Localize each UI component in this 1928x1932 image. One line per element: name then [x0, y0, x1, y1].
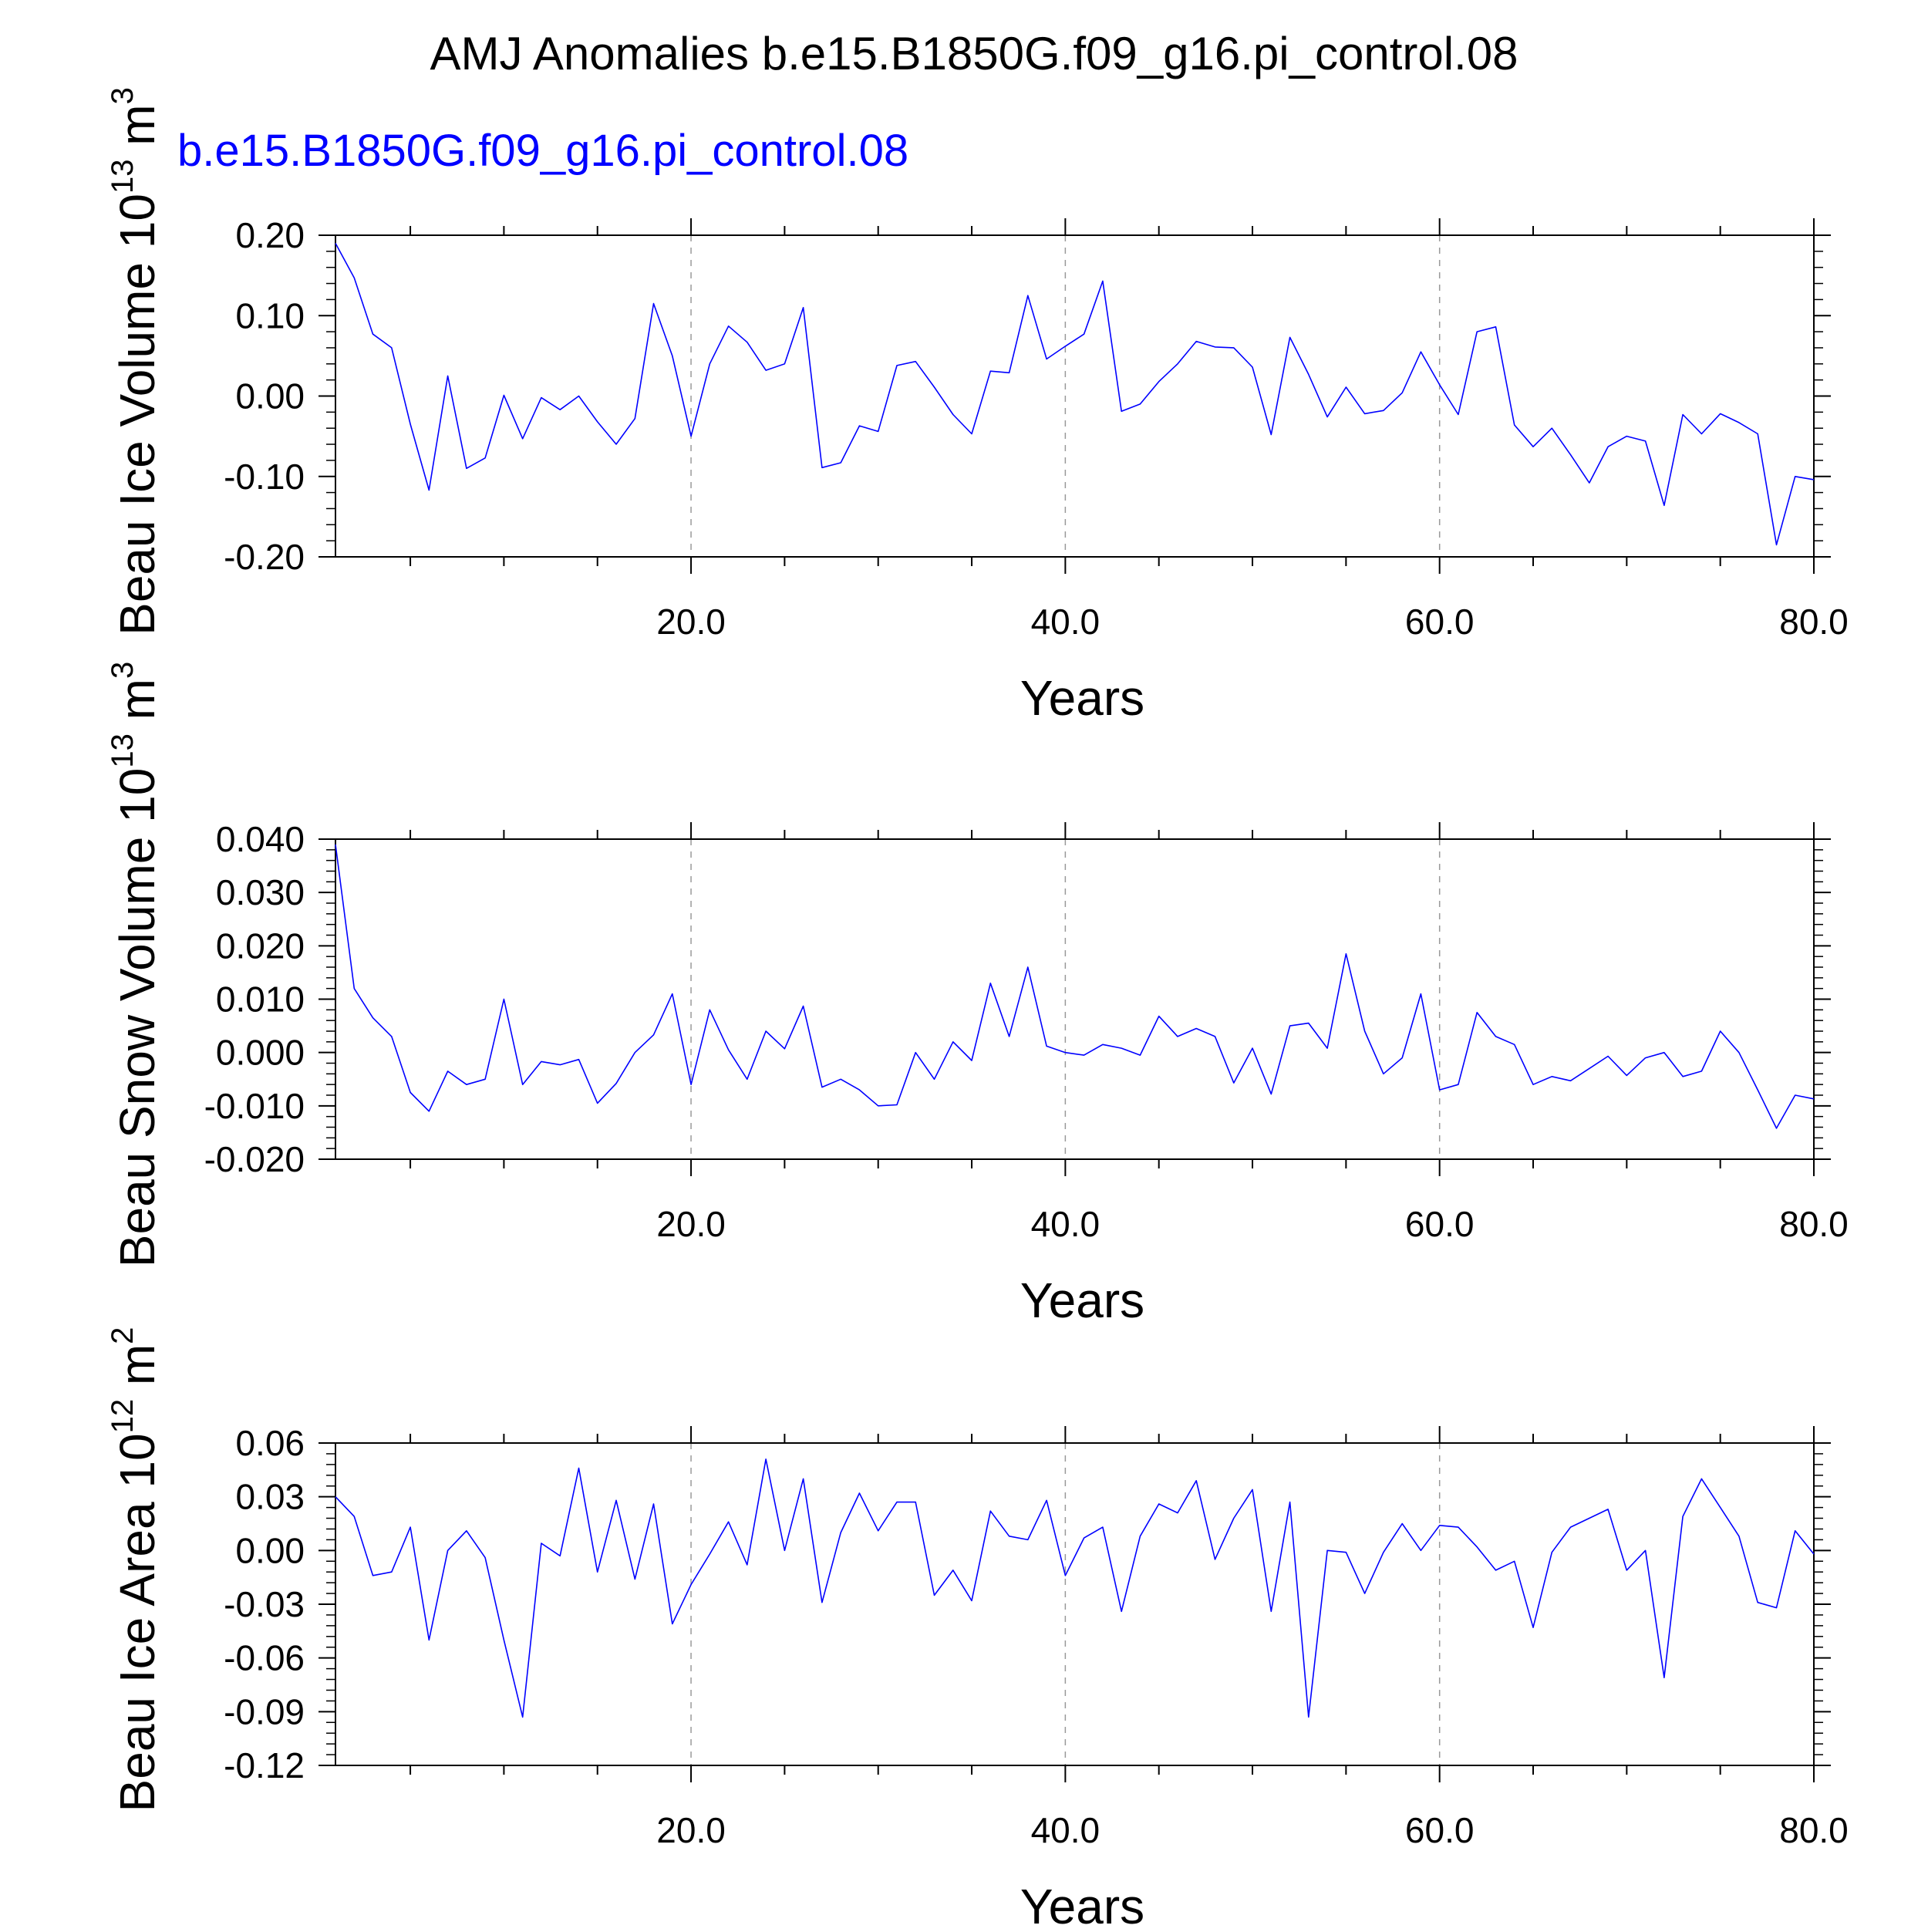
y-tick-label: -0.010 — [204, 1086, 305, 1126]
plot-frame — [335, 234, 1815, 558]
y-axis-label: Beau Ice Area 1012 m2 — [106, 1327, 165, 1812]
y-axis-label: Beau Snow Volume 1013 m3 — [106, 662, 165, 1267]
y-tick-label: 0.040 — [216, 819, 305, 859]
y-tick-label: 0.030 — [216, 872, 305, 912]
y-tick-label: -0.03 — [224, 1584, 305, 1624]
chart-panels: 20.0 40.0 60.0 80.0 0.20 0.10 0.00 -0.10 -0.20 Ye… — [106, 87, 1849, 1932]
x-tick-label: 40.0 — [1031, 602, 1101, 642]
panel-1: 20.0 40.0 60.0 80.0 0.20 0.10 0.00 -0.10 -0.20 Ye… — [106, 87, 1849, 726]
x-axis-label: Years — [1020, 1273, 1144, 1328]
x-tick-label: 60.0 — [1405, 1204, 1475, 1244]
x-tick-label: 40.0 — [1031, 1810, 1101, 1850]
y-axis-label: Beau Ice Volume 1013 m3 — [106, 87, 165, 636]
plot-frame — [335, 1442, 1815, 1766]
y-tick-label: 0.06 — [235, 1423, 305, 1463]
y-tick-label: 0.020 — [216, 926, 305, 966]
panel-3: 20.0 40.0 60.0 80.0 0.06 0.03 0.00 -0.03 -0.06 -0… — [106, 1327, 1849, 1932]
x-tick-label: 60.0 — [1405, 602, 1475, 642]
x-tick-label: 40.0 — [1031, 1204, 1101, 1244]
x-tick-label: 20.0 — [656, 1204, 726, 1244]
y-tick-label: 0.00 — [235, 376, 305, 416]
chart-title: AMJ Anomalies b.e15.B1850G.f09_g16.pi_co… — [430, 28, 1518, 79]
legend-label: b.e15.B1850G.f09_g16.pi_control.08 — [177, 126, 908, 176]
plot-frame — [335, 838, 1815, 1160]
y-tick-label: 0.00 — [235, 1530, 305, 1570]
x-tick-label: 80.0 — [1779, 1204, 1849, 1244]
y-tick-label: 0.000 — [216, 1033, 305, 1073]
y-tick-label: -0.06 — [224, 1638, 305, 1678]
y-tick-label: -0.020 — [204, 1139, 305, 1179]
y-tick-label: 0.03 — [235, 1477, 305, 1517]
x-tick-label: 20.0 — [656, 602, 726, 642]
x-tick-label: 80.0 — [1779, 602, 1849, 642]
series-line — [335, 1458, 1815, 1718]
y-tick-label: -0.20 — [224, 537, 305, 577]
x-tick-label: 60.0 — [1405, 1810, 1475, 1850]
series-line — [335, 243, 1815, 546]
panel-2: 20.0 40.0 60.0 80.0 0.040 0.030 0.020 0.010 0.00… — [106, 662, 1849, 1328]
x-tick-label: 20.0 — [656, 1810, 726, 1850]
y-tick-label: -0.12 — [224, 1745, 305, 1785]
series-line — [335, 844, 1815, 1129]
y-tick-label: 0.10 — [235, 295, 305, 335]
y-tick-label: -0.09 — [224, 1691, 305, 1731]
y-tick-label: 0.20 — [235, 215, 305, 255]
y-tick-label: 0.010 — [216, 979, 305, 1020]
x-axis-label: Years — [1020, 670, 1144, 726]
y-tick-label: -0.10 — [224, 457, 305, 497]
x-tick-label: 80.0 — [1779, 1810, 1849, 1850]
x-axis-label: Years — [1020, 1879, 1144, 1928]
